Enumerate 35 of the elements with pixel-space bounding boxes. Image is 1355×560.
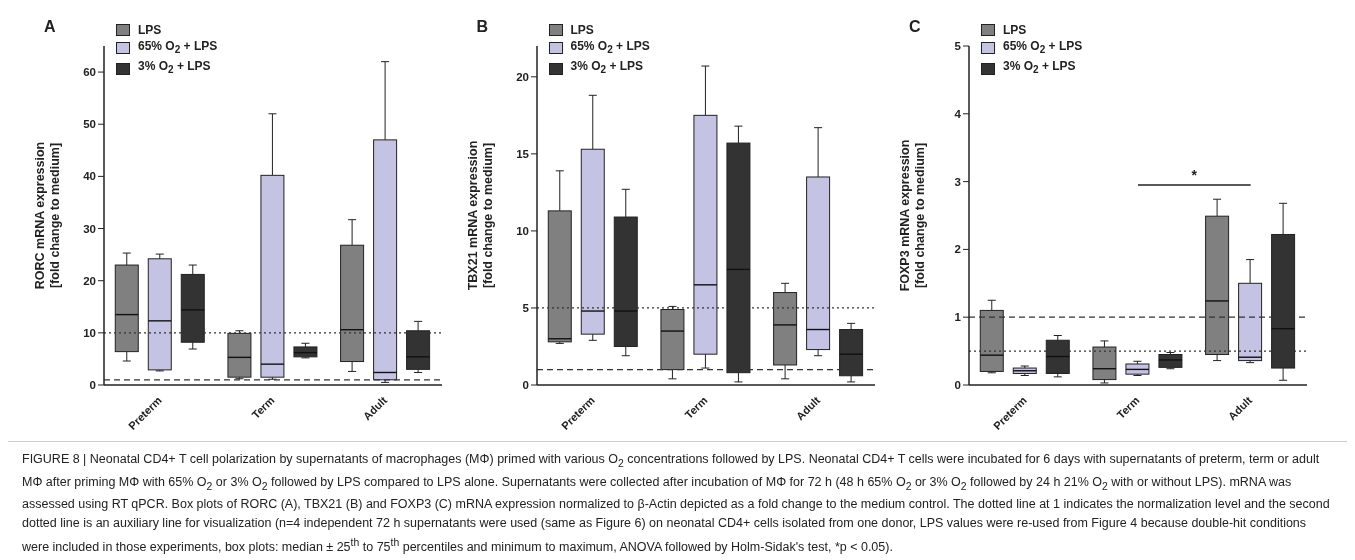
y-tick-label: 20 <box>83 274 96 287</box>
legend-label: 3% O$_{2}$ + LPS <box>570 58 644 78</box>
y-axis-title: FOXP3 mRNA expression [fold change to medium] <box>898 139 927 292</box>
legend-label: 3% O$_{2}$ + LPS <box>1003 58 1076 78</box>
y-tick-label: 4 <box>954 107 962 120</box>
y-tick-label: 5 <box>522 302 530 315</box>
legend-label: LPS <box>138 22 162 38</box>
y-axis-title: RORC mRNA expression [fold change to medium] <box>33 141 62 290</box>
annotation: * <box>1191 166 1198 183</box>
legend-label: LPS <box>570 22 594 38</box>
legend-label: 65% O$_{2}$ + LPS <box>570 38 650 58</box>
y-tick-label: 5 <box>954 40 962 53</box>
y-tick-label: 20 <box>515 70 529 83</box>
y-tick-label: 3 <box>954 175 961 188</box>
y-tick-label: 60 <box>83 66 96 79</box>
y-tick-label: 2 <box>954 243 961 256</box>
y-tick-label: 0 <box>89 379 96 392</box>
chart-title: C <box>909 18 921 35</box>
y-tick-label: 40 <box>83 170 96 183</box>
y-tick-label: 30 <box>83 222 96 235</box>
legend-label: LPS <box>1003 22 1027 38</box>
y-tick-label: 10 <box>515 224 529 237</box>
y-tick-label: 0 <box>522 379 529 392</box>
text: FIGURE 8 | Neonatal CD4+ T cell polarization by supernatants of macrophages (MΦ) primed with various O$_{2}$ concentrations followed by LPS. Neonatal CD4+ T cells were incubated for 6 days with supernatants of preterm, term or adult MΦ after priming MΦ with 65% O$_{2}$ or 3% O$_{2}$ followed by LPS compared to LPS alone. Supernatants were collected after incubation of MΦ for 72 h (48 h 65% O$_{2}$ or 3% O$_{2}$ followed by 24 h 21% O$_{2}$ with or without LPS). mRNA was assessed using RT qPCR. Box plots of RORC (A), TBX21 (B) and FOXP3 (C) mRNA expression normalized to β-Actin depicted as a fold change to the medium control. The dotted line at 1 indicates the normalization level and the second dotted line is an auxiliary line for visualization (n=4 independent 72 h supernatants were used (same as Figure 6) on neonatal CD4+ cells isolated from one donor, LPS values were re-used from Figure 4 because double-hit conditions were included in those experiments, box plots: median ± 25$^{th}$ to 75$^{th}$ percentiles and minimum to maximum, ANOVA followed by Holm-Sidak's test, *p < 0.05). <box>22 452 1330 555</box>
legend-label: 3% O$_{2}$ + LPS <box>138 58 211 78</box>
y-tick-label: 0 <box>954 379 961 392</box>
y-tick-label: 1 <box>954 311 962 324</box>
y-tick-label: 10 <box>83 326 96 339</box>
y-tick-label: 15 <box>515 147 530 160</box>
y-axis-title: TBX21 mRNA expression [fold change to medium] <box>465 140 495 291</box>
legend-label: 65% O$_{2}$ + LPS <box>138 38 218 58</box>
chart-title: B <box>476 18 489 35</box>
chart-title: A <box>44 18 56 35</box>
legend-label: 65% O$_{2}$ + LPS <box>1003 38 1083 58</box>
y-tick-label: 50 <box>83 118 96 131</box>
